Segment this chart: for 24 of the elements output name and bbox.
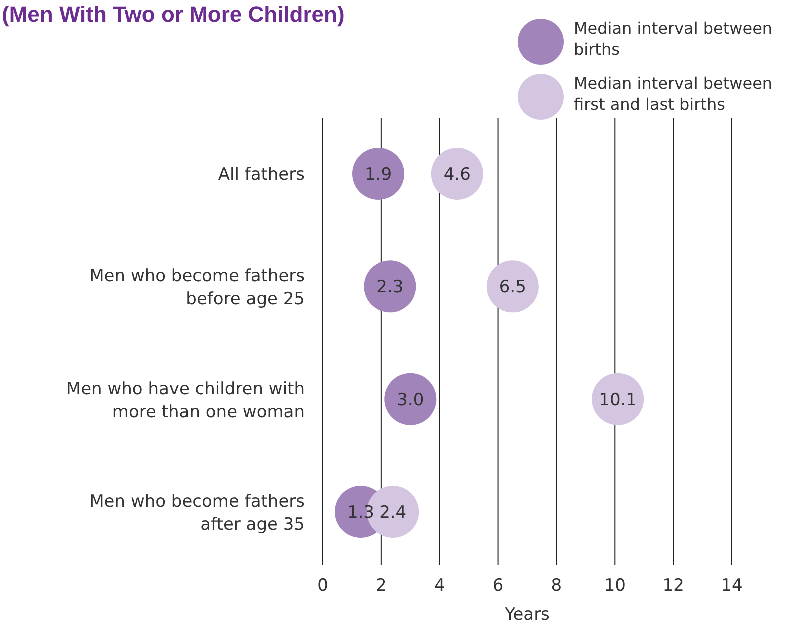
y-tick-label: Men who have children with more than one woman <box>66 379 305 422</box>
text: Median interval between first and last births <box>574 74 773 114</box>
data-label: 6.5 <box>499 278 526 298</box>
data-label: 4.6 <box>444 165 471 185</box>
x-tick-label: 2 <box>376 576 387 596</box>
chart-title: (Men With Two or More Children) <box>2 2 345 27</box>
y-tick-label: Men who become fathers before age 25 <box>90 266 306 310</box>
x-tick-label: 10 <box>604 576 626 596</box>
x-tick-label: 0 <box>318 576 328 596</box>
data-label: 2.4 <box>380 503 407 523</box>
y-tick-label: Men who become fathers after age 35 <box>90 492 306 535</box>
x-tick-label: 12 <box>662 576 684 596</box>
x-tick-label: 4 <box>434 576 446 596</box>
data-label: 1.9 <box>364 165 392 185</box>
y-tick-label: All fathers <box>218 165 306 185</box>
data-label: 3.0 <box>397 390 424 410</box>
data-label: 10.1 <box>599 390 637 410</box>
text: Median interval between births <box>574 19 773 59</box>
data-label: 2.3 <box>376 278 404 298</box>
x-tick-label: 14 <box>721 576 743 596</box>
x-tick-label: 8 <box>551 576 562 596</box>
data-label: 1.3 <box>347 503 374 523</box>
x-tick-label: 6 <box>492 576 504 596</box>
x-axis-title: Years <box>504 605 550 625</box>
